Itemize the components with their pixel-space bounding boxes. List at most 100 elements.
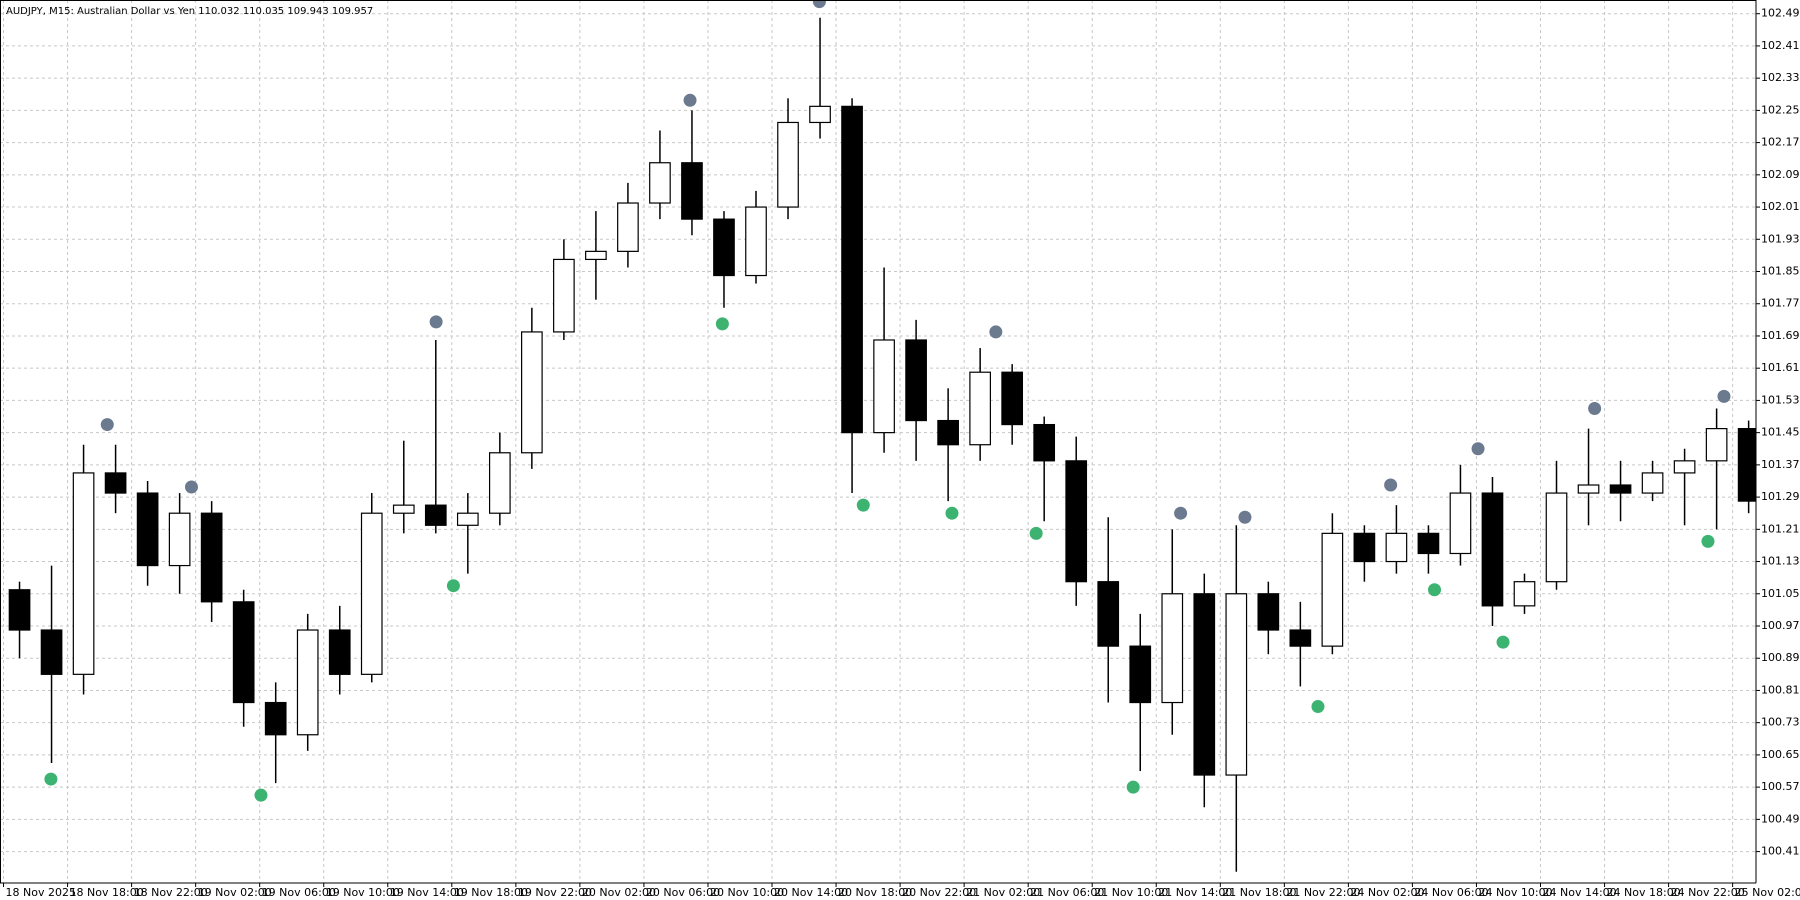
x-tick-label: 24 Nov 22:00	[1671, 886, 1745, 899]
swing-high-marker	[1238, 510, 1252, 524]
candle-body	[777, 121, 799, 208]
x-tick-label: 21 Nov 22:00	[1286, 886, 1360, 899]
candle-body	[745, 206, 767, 277]
swing-high-marker	[1174, 506, 1188, 520]
swing-low-marker	[1428, 583, 1442, 597]
swing-low-marker	[1701, 534, 1715, 548]
x-tick-label: 20 Nov 22:00	[902, 886, 976, 899]
candle-body	[136, 492, 159, 567]
candle-body	[360, 512, 383, 675]
candle-body	[937, 419, 959, 446]
swing-low-marker	[446, 579, 460, 593]
x-tick-label: 19 Nov 06:00	[262, 886, 336, 899]
y-tick-label: 100.570	[1761, 780, 1800, 793]
candle-body	[1513, 581, 1536, 607]
y-tick-label: 100.490	[1761, 812, 1800, 825]
y-tick-label: 101.610	[1761, 361, 1800, 374]
swing-high-marker	[812, 0, 826, 9]
swing-low-marker	[254, 788, 268, 802]
candle-body	[873, 339, 895, 434]
candle-body	[488, 452, 511, 514]
candle-body	[1097, 581, 1120, 647]
x-tick-label: 19 Nov 10:00	[326, 886, 400, 899]
plot-area	[8, 0, 1756, 872]
y-tick-label: 100.810	[1761, 683, 1800, 696]
candle-body	[1609, 484, 1632, 494]
candle-body	[1001, 371, 1024, 426]
y-tick-label: 102.330	[1761, 71, 1800, 84]
candle-body	[553, 258, 575, 333]
swing-high-marker	[1588, 401, 1602, 415]
y-tick-label: 101.050	[1761, 587, 1800, 600]
x-tick-label: 19 Nov 18:00	[454, 886, 528, 899]
x-tick-label: 20 Nov 10:00	[710, 886, 784, 899]
swing-low-marker	[715, 317, 729, 331]
candle-body	[1449, 492, 1472, 555]
x-tick-label: 20 Nov 18:00	[838, 886, 912, 899]
candle-body	[264, 701, 287, 736]
x-tick-label: 18 Nov 2025	[6, 886, 76, 899]
candle-body	[1353, 532, 1376, 563]
x-tick-label: 24 Nov 02:00	[1350, 886, 1424, 899]
x-tick-label: 19 Nov 02:00	[198, 886, 272, 899]
swing-high-marker	[1471, 442, 1485, 456]
candle-body	[1577, 484, 1600, 494]
swing-high-marker	[1384, 478, 1398, 492]
x-tick-label: 18 Nov 18:00	[70, 886, 144, 899]
y-tick-label: 100.410	[1761, 845, 1800, 858]
y-tick-label: 101.370	[1761, 458, 1800, 471]
y-tick-label: 101.130	[1761, 555, 1800, 568]
swing-high-marker	[429, 315, 443, 329]
x-tick-label: 21 Nov 14:00	[1158, 886, 1232, 899]
candle-body	[1641, 472, 1664, 494]
y-tick-label: 102.250	[1761, 103, 1800, 116]
x-tick-label: 20 Nov 02:00	[582, 886, 656, 899]
candle-body	[969, 371, 991, 446]
x-tick-label: 21 Nov 02:00	[966, 886, 1040, 899]
candle-body	[1417, 532, 1440, 555]
candle-body	[1129, 645, 1152, 704]
candle-body	[841, 105, 863, 434]
y-tick-label: 100.650	[1761, 748, 1800, 761]
candle-body	[104, 472, 127, 494]
y-tick-label: 100.890	[1761, 651, 1800, 664]
candle-body	[8, 589, 31, 631]
candle-body	[521, 331, 543, 454]
y-tick-label: 101.690	[1761, 329, 1800, 342]
candle-body	[40, 629, 63, 675]
candle-body	[905, 339, 927, 422]
x-tick-label: 21 Nov 10:00	[1094, 886, 1168, 899]
swing-low-marker	[44, 772, 58, 786]
y-tick-label: 101.930	[1761, 232, 1800, 245]
y-tick-label: 102.010	[1761, 200, 1800, 213]
candle-body	[1033, 423, 1056, 462]
candle-body	[585, 250, 607, 261]
x-tick-label: 24 Nov 18:00	[1607, 886, 1681, 899]
candle-body	[1481, 492, 1504, 607]
candle-body	[1257, 593, 1280, 631]
x-tick-label: 19 Nov 22:00	[518, 886, 592, 899]
y-tick-label: 102.410	[1761, 39, 1800, 52]
candle-body	[392, 504, 415, 514]
candle-body	[1673, 460, 1696, 474]
candle-body	[809, 105, 831, 124]
y-tick-label: 101.210	[1761, 522, 1800, 535]
candle-body	[1321, 532, 1344, 647]
x-tick-label: 21 Nov 06:00	[1030, 886, 1104, 899]
swing-high-marker	[989, 325, 1003, 339]
swing-high-marker	[100, 418, 114, 432]
candle-body	[1225, 593, 1248, 776]
swing-low-marker	[856, 498, 870, 512]
swing-low-marker	[945, 506, 959, 520]
x-tick-label: 18 Nov 22:00	[134, 886, 208, 899]
swing-low-marker	[1126, 780, 1140, 794]
swing-high-marker	[683, 93, 697, 107]
swing-high-marker	[1717, 389, 1731, 403]
x-tick-label: 20 Nov 14:00	[774, 886, 848, 899]
candle-body	[1385, 532, 1408, 563]
candle-body	[72, 472, 95, 675]
candle-body	[1705, 428, 1728, 462]
x-tick-label: 19 Nov 14:00	[390, 886, 464, 899]
candle-body	[200, 512, 223, 603]
